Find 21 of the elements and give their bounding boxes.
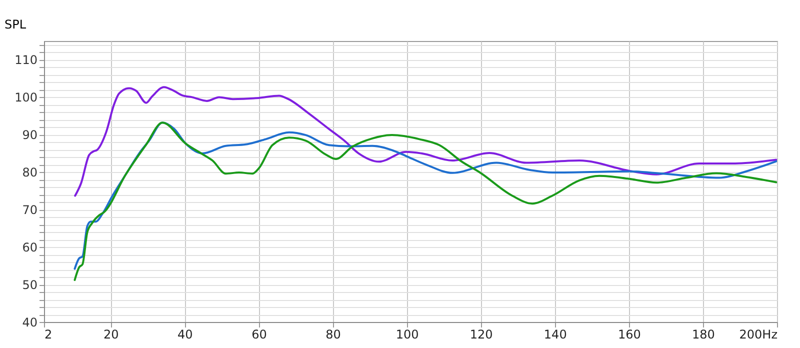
y-tick-label: 110 <box>14 53 38 68</box>
x-tick-label: 180 <box>692 328 715 342</box>
x-tick-label: 160 <box>618 328 641 342</box>
y-tick-label: 40 <box>22 316 38 330</box>
y-axis-title: SPL <box>4 18 26 32</box>
x-tick-label: 2 <box>44 328 52 342</box>
x-tick-label: 140 <box>544 328 567 342</box>
x-tick-label: 20 <box>103 328 119 342</box>
x-tick-label: 40 <box>178 328 193 342</box>
x-tick-label: 100 <box>396 328 419 342</box>
y-tick-label: 80 <box>22 166 38 180</box>
x-tick-label: 60 <box>252 328 267 342</box>
y-tick-label: 90 <box>22 128 38 142</box>
y-tick-label: 100 <box>14 90 38 105</box>
x-tick-label: 80 <box>326 328 341 342</box>
y-tick-label: 70 <box>22 203 38 218</box>
y-tick-label: 60 <box>22 240 38 255</box>
x-tick-label: 120 <box>470 328 493 342</box>
x-tick-label: 200Hz <box>739 328 778 342</box>
line-series <box>74 86 777 197</box>
y-tick-label: 50 <box>22 278 38 292</box>
